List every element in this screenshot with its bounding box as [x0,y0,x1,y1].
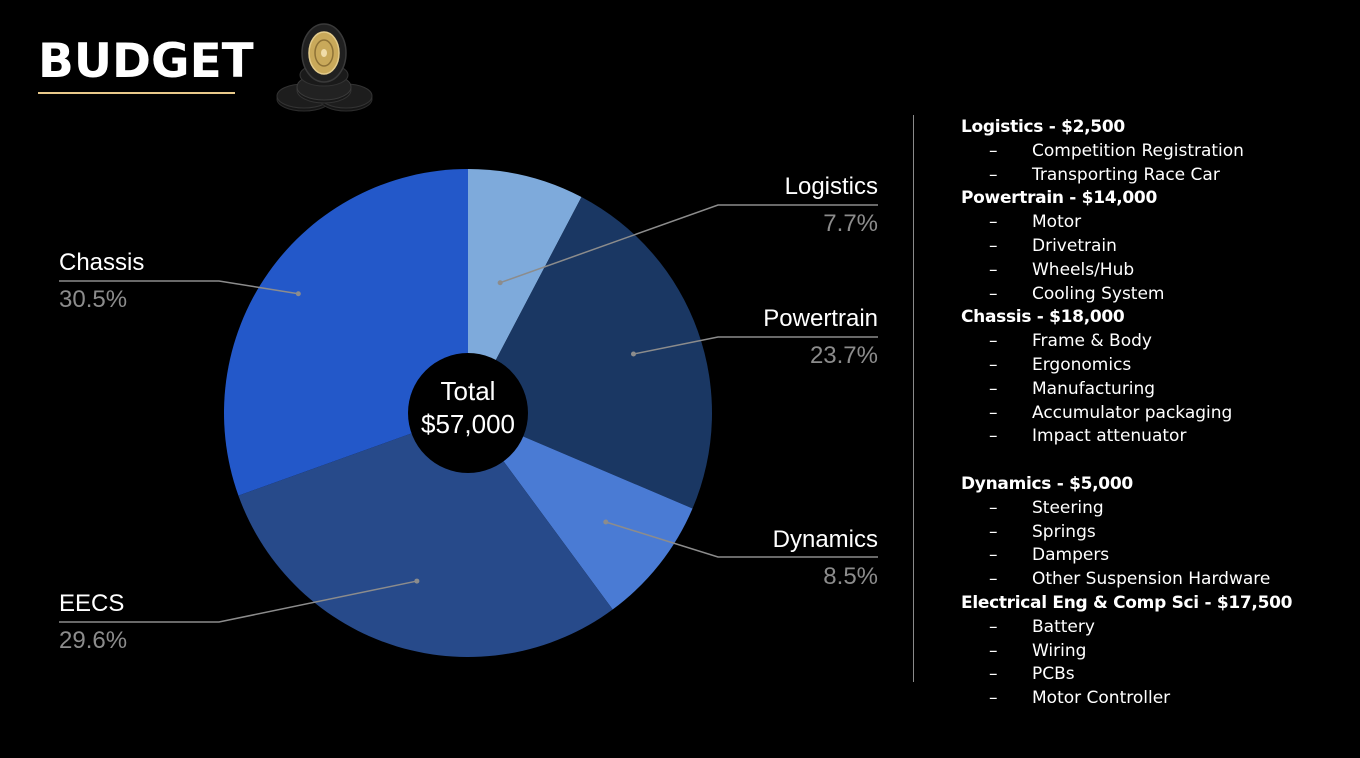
list-item: – Impact attenuator [961,425,1351,449]
stacked-tires-icon [276,23,373,112]
list-item: – Springs [961,521,1351,545]
pie-center-label-top: Total [441,376,496,406]
list-item-label: Wheels/Hub [1032,259,1135,280]
list-item-label: Motor Controller [1032,688,1171,709]
category-heading: Powertrain - $14,000 [961,188,1157,209]
list-item: – Frame & Body [961,330,1351,354]
pie-center-label-bottom: $57,000 [421,409,515,439]
pie-slice-eecs [238,413,613,657]
list-item-label: Steering [1032,497,1104,518]
pie-slice-dynamics [468,413,693,610]
leader-lines [59,204,878,623]
list-item: – Cooling System [961,283,1351,307]
slice-percent: 23.7% [810,342,878,369]
pie-labels: Logistics 7.7% Powertrain 23.7% Dynamics 8.5%… [59,173,878,654]
list-dash: – [989,140,998,161]
list-item-label: Frame & Body [1032,331,1152,352]
list-item-label: Cooling System [1032,283,1165,304]
list-dash: – [989,212,998,233]
list-item-label: Motor [1032,212,1082,233]
list-dash: – [989,402,998,423]
list-dash: – [989,426,998,447]
list-item-label: Ergonomics [1032,354,1132,375]
pie-slice-powertrain [468,197,712,509]
pie-slice-logistics [468,169,582,413]
leader-line [605,521,878,558]
title-underline [38,92,235,94]
list-item: – PCBs [961,663,1351,687]
list-item: – Competition Registration [961,140,1351,164]
list-dash: – [989,235,998,256]
list-item-label: Transporting Race Car [1032,164,1220,185]
list-item: – Drivetrain [961,235,1351,259]
list-item: – Other Suspension Hardware [961,568,1351,592]
list-item: – Ergonomics [961,354,1351,378]
list-dash: – [989,259,998,280]
budget-pie-chart: Total $57,000 Logistics 7.7% Powertrain 23.… [59,169,878,657]
list-item: – Transporting Race Car [961,164,1351,188]
slice-label: EECS [59,590,124,617]
list-dash: – [989,497,998,518]
leader-line [499,204,878,284]
list-dash: – [989,569,998,590]
slice-percent: 8.5% [823,563,878,590]
list-item: – Wiring [961,640,1351,664]
category-heading: Logistics - $2,500 [961,117,1125,137]
pie-slice-chassis [224,169,468,496]
list-item: – Dampers [961,544,1351,568]
list-dash: – [989,664,998,685]
list-item-label: Drivetrain [1032,235,1117,256]
list-spacer [961,449,1351,473]
list-dash: – [989,354,998,375]
list-item: – Steering [961,497,1351,521]
slice-label: Logistics [785,173,878,200]
leader-line [59,280,299,295]
list-item-label: Dampers [1032,545,1110,566]
list-item: – Manufacturing [961,378,1351,402]
slice-percent: 7.7% [823,210,878,237]
list-item-label: Other Suspension Hardware [1032,569,1271,590]
list-item-label: Wiring [1032,640,1087,661]
list-dash: – [989,521,998,542]
category-heading: Chassis - $18,000 [961,307,1125,328]
pie-center-hole [408,353,528,473]
list-item-label: Springs [1032,521,1096,542]
list-dash: – [989,640,998,661]
list-item-label: Competition Registration [1032,140,1244,161]
list-item: – Accumulator packaging [961,402,1351,426]
slice-percent: 30.5% [59,286,127,313]
slice-label: Powertrain [763,305,878,332]
list-item: – Motor [961,211,1351,235]
leader-dot [630,351,636,357]
column-divider [913,115,914,682]
list-item: – Motor Controller [961,687,1351,711]
list-dash: – [989,331,998,352]
budget-breakdown-list: Logistics - $2,500 – Competition Registrat… [961,116,1351,711]
pie-slices [224,169,712,657]
list-item-label: Battery [1032,616,1095,637]
slice-label: Dynamics [773,526,878,553]
slice-percent: 29.6% [59,627,127,654]
list-item-label: Manufacturing [1032,378,1156,399]
list-dash: – [989,378,998,399]
list-dash: – [989,616,998,637]
list-dash: – [989,545,998,566]
list-item-label: Accumulator packaging [1032,402,1233,423]
list-dash: – [989,283,998,304]
slice-label: Chassis [59,249,144,276]
list-item: – Wheels/Hub [961,259,1351,283]
category-heading: Dynamics - $5,000 [961,473,1133,494]
page-title: BUDGET [38,34,254,89]
leader-line [633,336,878,355]
list-item-label: PCBs [1032,664,1075,685]
list-dash: – [989,164,998,185]
leader-line [59,580,418,623]
list-item: – Battery [961,616,1351,640]
list-item-label: Impact attenuator [1032,426,1187,447]
list-dash: – [989,688,998,709]
category-heading: Electrical Eng & Comp Sci - $17,500 [961,592,1293,613]
